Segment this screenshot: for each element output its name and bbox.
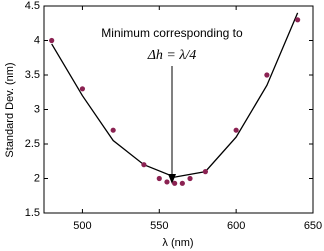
y-axis-label: Standard Dev. (nm) xyxy=(4,62,16,157)
y-tick-label: 4.5 xyxy=(25,0,40,12)
x-tick-label: 650 xyxy=(304,220,322,232)
data-point xyxy=(264,72,270,78)
data-point xyxy=(295,17,301,23)
data-point xyxy=(172,180,178,186)
data-point xyxy=(164,179,170,185)
annotation: Δh = λ/4 xyxy=(147,48,197,63)
y-tick-label: 2 xyxy=(34,172,40,184)
data-point xyxy=(187,175,193,182)
data-point xyxy=(49,37,55,44)
y-tick-label: 3.5 xyxy=(25,69,40,81)
y-tick-label: 1.5 xyxy=(25,207,40,219)
x-tick-label: 550 xyxy=(150,220,168,232)
data-point xyxy=(141,162,147,168)
data-point xyxy=(110,127,116,133)
data-point xyxy=(79,86,86,92)
y-tick-label: 4 xyxy=(34,34,40,46)
y-tick-label: 2.5 xyxy=(25,138,40,150)
x-tick-label: 500 xyxy=(73,220,91,232)
x-axis-label: λ (nm) xyxy=(162,237,193,249)
y-tick-label: 3 xyxy=(34,103,40,115)
x-tick-label: 600 xyxy=(227,220,245,232)
annotation: Minimum corresponding to xyxy=(101,26,243,40)
fit-line xyxy=(51,12,299,178)
data-point xyxy=(179,180,185,186)
data-point xyxy=(233,127,239,133)
data-point xyxy=(202,169,208,175)
data-point xyxy=(156,175,162,182)
